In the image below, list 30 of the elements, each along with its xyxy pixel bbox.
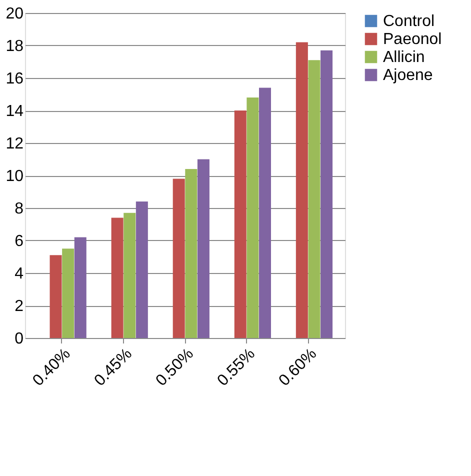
- bar: [111, 218, 124, 338]
- bar: [124, 212, 136, 338]
- y-tick-label: 14: [6, 103, 24, 120]
- y-tick-label: 6: [14, 233, 24, 250]
- y-tick-label: 20: [6, 6, 24, 22]
- bar: [50, 255, 62, 338]
- y-tick-label: 10: [6, 168, 24, 185]
- y-tick-label: 16: [6, 70, 24, 88]
- legend-label: Paeonol: [383, 31, 442, 48]
- bar: [259, 88, 271, 338]
- y-tick-label: 8: [14, 200, 24, 218]
- bar: [74, 237, 86, 338]
- y-tick-label: 18: [6, 38, 24, 55]
- bar: [197, 159, 210, 338]
- y-tick-label: 4: [14, 266, 24, 282]
- y-tick-label: 12: [6, 136, 24, 152]
- y-tick-label: 0: [14, 330, 24, 348]
- bar: [136, 202, 148, 338]
- legend-label: Ajoene: [383, 67, 433, 84]
- bar: [234, 110, 246, 338]
- bar: [296, 42, 308, 338]
- bar: [246, 98, 259, 338]
- legend-label: Allicin: [383, 49, 425, 66]
- bar: [62, 248, 74, 338]
- y-tick-label: 2: [14, 298, 24, 315]
- bar: [320, 50, 333, 338]
- legend-label: Control: [383, 13, 435, 30]
- bar: [172, 178, 185, 338]
- bar: [185, 169, 198, 338]
- bar: [308, 60, 320, 338]
